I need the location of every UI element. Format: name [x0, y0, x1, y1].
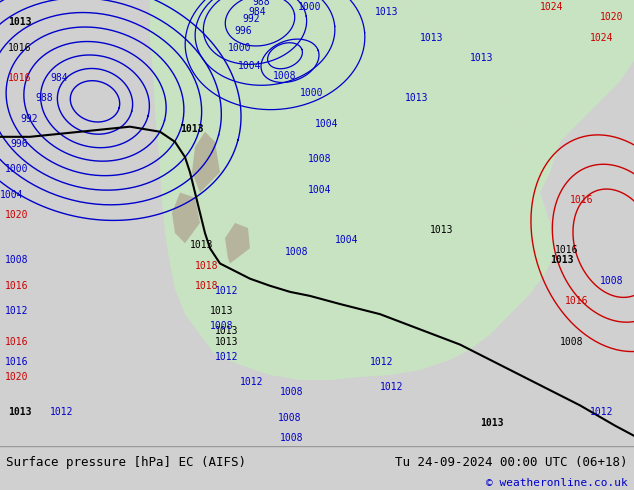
Text: 996: 996 — [10, 139, 28, 149]
Text: 1016: 1016 — [8, 73, 32, 83]
Text: 1012: 1012 — [50, 408, 74, 417]
Text: 1013: 1013 — [375, 7, 399, 17]
Text: 1016: 1016 — [8, 43, 32, 52]
Text: 1008: 1008 — [308, 154, 332, 164]
Text: 1020: 1020 — [600, 12, 623, 22]
Text: 984: 984 — [50, 73, 68, 83]
Text: 1018: 1018 — [195, 261, 219, 270]
Text: 1013: 1013 — [430, 225, 453, 235]
Text: 1016: 1016 — [555, 245, 578, 255]
Text: 1012: 1012 — [215, 286, 238, 296]
Text: 1016: 1016 — [565, 296, 588, 306]
Text: 1004: 1004 — [238, 61, 261, 71]
Text: 1018: 1018 — [195, 281, 219, 291]
Text: 1008: 1008 — [600, 276, 623, 286]
Polygon shape — [172, 193, 200, 243]
Text: 1004: 1004 — [335, 235, 358, 245]
Text: 1020: 1020 — [490, 0, 514, 2]
Text: 1013: 1013 — [405, 93, 429, 103]
Text: 1012: 1012 — [5, 306, 29, 316]
Text: 1013: 1013 — [420, 32, 444, 43]
Polygon shape — [192, 132, 220, 193]
Text: 1008: 1008 — [5, 255, 29, 266]
Text: 1008: 1008 — [210, 321, 233, 331]
Text: 1020: 1020 — [560, 0, 583, 2]
Text: 984: 984 — [248, 7, 266, 17]
Text: © weatheronline.co.uk: © weatheronline.co.uk — [486, 478, 628, 489]
Text: 1012: 1012 — [380, 382, 403, 392]
Text: 1012: 1012 — [215, 352, 238, 362]
Text: 1000: 1000 — [5, 164, 29, 174]
Text: Surface pressure [hPa] EC (AIFS): Surface pressure [hPa] EC (AIFS) — [6, 456, 247, 469]
Text: 1004: 1004 — [315, 119, 339, 129]
Text: 1008: 1008 — [280, 433, 304, 443]
Text: 1020: 1020 — [5, 372, 29, 382]
Polygon shape — [150, 0, 555, 380]
Text: 1008: 1008 — [273, 71, 297, 81]
Text: 1016: 1016 — [5, 281, 29, 291]
Text: 1004: 1004 — [290, 0, 313, 2]
Text: 1013: 1013 — [8, 17, 32, 27]
Text: 1024: 1024 — [540, 2, 564, 12]
Text: 988: 988 — [35, 93, 53, 103]
Text: 1008: 1008 — [280, 387, 304, 397]
Text: 992: 992 — [20, 114, 37, 123]
Text: 1013: 1013 — [180, 124, 204, 134]
Text: Tu 24-09-2024 00:00 UTC (06+18): Tu 24-09-2024 00:00 UTC (06+18) — [395, 456, 628, 469]
Text: 996: 996 — [234, 26, 252, 36]
Text: 1013: 1013 — [480, 417, 503, 428]
Text: 1012: 1012 — [240, 377, 264, 387]
Text: 1008: 1008 — [278, 413, 302, 422]
Text: 1004: 1004 — [0, 190, 23, 199]
Polygon shape — [300, 0, 634, 193]
Text: 1013: 1013 — [8, 408, 32, 417]
Text: 1016: 1016 — [570, 195, 593, 205]
Text: 1000: 1000 — [298, 2, 321, 12]
Text: 1000: 1000 — [300, 88, 323, 98]
Text: 1008: 1008 — [560, 337, 583, 346]
Text: 1016: 1016 — [5, 357, 29, 367]
Text: 1013: 1013 — [215, 326, 238, 337]
Text: 1020: 1020 — [5, 210, 29, 220]
Text: 1013: 1013 — [470, 53, 493, 63]
Text: 992: 992 — [242, 14, 260, 24]
Text: 1013: 1013 — [550, 255, 574, 266]
Text: 1012: 1012 — [370, 357, 394, 367]
Text: 1013: 1013 — [210, 306, 233, 316]
Text: 1013: 1013 — [190, 240, 214, 250]
Text: 1000: 1000 — [228, 43, 252, 52]
Polygon shape — [225, 223, 250, 264]
Text: 988: 988 — [252, 0, 269, 7]
Text: 1012: 1012 — [590, 408, 614, 417]
Text: 1013: 1013 — [215, 337, 238, 346]
Text: 1016: 1016 — [5, 337, 29, 346]
Text: 1024: 1024 — [590, 32, 614, 43]
Text: 1004: 1004 — [308, 185, 332, 195]
Text: 1008: 1008 — [285, 247, 309, 257]
